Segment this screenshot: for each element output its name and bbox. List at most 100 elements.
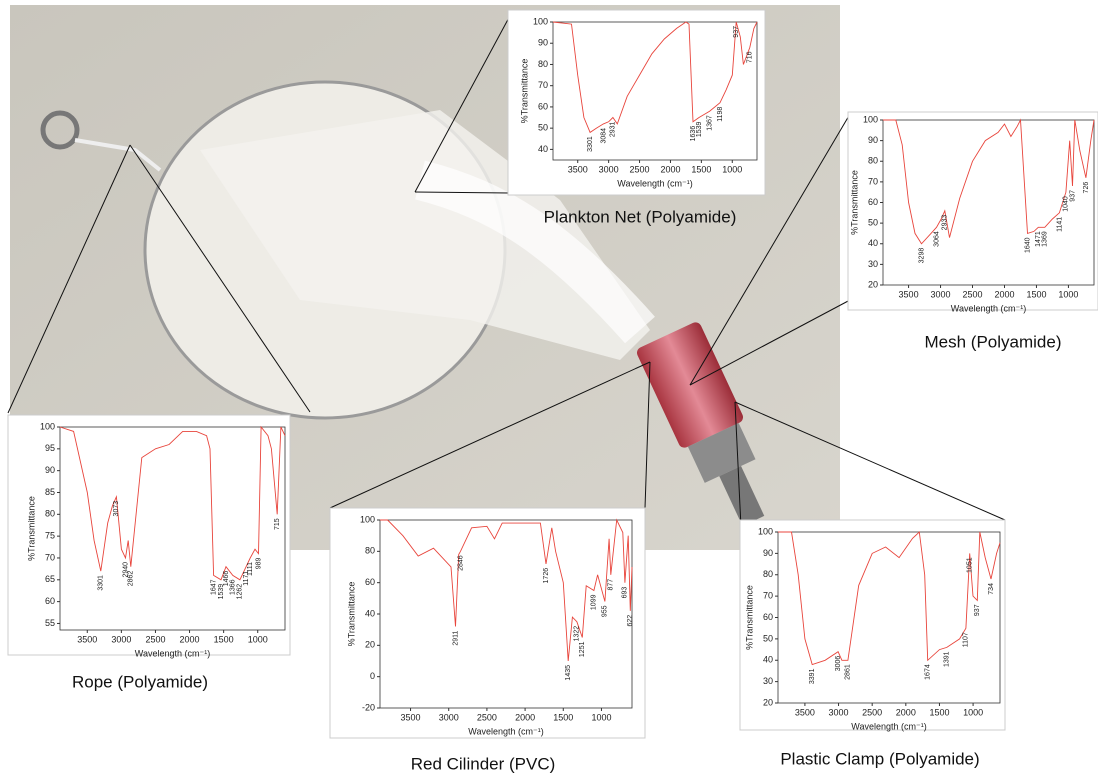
spectrum-line xyxy=(552,21,758,134)
x-tick-label: 1500 xyxy=(691,164,711,174)
y-tick-label: 100 xyxy=(40,421,55,431)
x-axis-label: Wavelength (cm⁻¹) xyxy=(468,726,543,736)
spectrum-line xyxy=(883,118,1095,245)
y-tick-label: 90 xyxy=(868,135,878,145)
peak-label: 1647 xyxy=(210,579,217,595)
y-tick-label: 20 xyxy=(763,697,773,707)
x-tick-label: 1500 xyxy=(553,712,573,722)
x-tick-label: 1000 xyxy=(722,164,742,174)
peak-label: 1674 xyxy=(925,664,932,680)
x-tick-label: 3500 xyxy=(899,289,919,299)
panel xyxy=(507,9,766,196)
spectrum-line xyxy=(380,518,633,662)
y-tick-label: 70 xyxy=(45,552,55,562)
y-tick-label: 75 xyxy=(45,531,55,541)
peak-label: 1435 xyxy=(565,665,572,681)
peak-label: 1636 xyxy=(690,126,697,142)
peak-label: 693 xyxy=(622,587,629,599)
x-tick-label: 3500 xyxy=(77,634,97,644)
x-tick-label: 1000 xyxy=(963,707,983,717)
peak-label: 1262 xyxy=(237,584,244,600)
y-tick-label: 50 xyxy=(763,633,773,643)
peak-label: 3064 xyxy=(933,231,940,247)
x-tick-label: 3500 xyxy=(795,707,815,717)
x-tick-label: 3000 xyxy=(931,289,951,299)
peak-label: 1539 xyxy=(696,121,703,137)
y-tick-label: 50 xyxy=(538,123,548,133)
y-axis-label: %Transmittance xyxy=(26,496,36,561)
peak-label: 3073 xyxy=(113,501,120,517)
peak-label: 1111 xyxy=(247,562,254,576)
plot-frame xyxy=(59,426,286,631)
peak-label: 1726 xyxy=(543,568,550,584)
peak-label: 955 xyxy=(602,605,609,617)
chart-title: Plastic Clamp (Polyamide) xyxy=(780,749,979,768)
y-axis-label: %Transmittance xyxy=(519,59,529,124)
x-tick-label: 2500 xyxy=(477,712,497,722)
panel xyxy=(7,414,291,656)
y-axis-label: %Transmittance xyxy=(849,170,859,235)
x-tick-label: 2000 xyxy=(994,289,1014,299)
y-axis-label: %Transmittance xyxy=(744,585,754,650)
panel xyxy=(739,519,1006,731)
peak-label: 937 xyxy=(974,604,981,616)
peak-label: 2862 xyxy=(128,571,135,587)
peak-label: 1391 xyxy=(944,651,951,667)
y-tick-label: 90 xyxy=(763,548,773,558)
y-tick-label: 65 xyxy=(45,574,55,584)
y-tick-label: 60 xyxy=(763,612,773,622)
peak-label: 1322 xyxy=(574,626,581,642)
peak-label: 1107 xyxy=(963,632,970,647)
y-tick-label: 70 xyxy=(763,591,773,601)
x-tick-label: 1000 xyxy=(591,712,611,722)
y-axis-label: %Transmittance xyxy=(346,582,356,647)
x-tick-label: 1500 xyxy=(214,634,234,644)
y-tick-label: 80 xyxy=(45,509,55,519)
peak-label: 1367 xyxy=(706,115,713,131)
peak-label: 1099 xyxy=(591,594,598,610)
y-tick-label: 80 xyxy=(365,546,375,556)
peak-label: 1040 xyxy=(1063,196,1070,212)
x-tick-label: 2500 xyxy=(630,164,650,174)
peak-label: 1171 xyxy=(243,571,250,586)
y-tick-label: 40 xyxy=(868,238,878,248)
x-tick-label: 2000 xyxy=(896,707,916,717)
x-axis-label: Wavelength (cm⁻¹) xyxy=(135,648,210,658)
y-tick-label: 30 xyxy=(763,676,773,686)
peak-label: 1466 xyxy=(223,571,230,587)
x-tick-label: 2500 xyxy=(962,289,982,299)
peak-label: 1141 xyxy=(1056,217,1063,232)
x-tick-label: 1500 xyxy=(1026,289,1046,299)
x-tick-label: 1500 xyxy=(929,707,949,717)
peak-label: 1198 xyxy=(717,107,724,122)
peak-label: 877 xyxy=(608,579,615,591)
peak-label: 3301 xyxy=(587,136,594,152)
x-tick-label: 3000 xyxy=(111,634,131,644)
x-tick-label: 1000 xyxy=(1058,289,1078,299)
x-axis-label: Wavelength (cm⁻¹) xyxy=(851,721,926,731)
x-axis-label: Wavelength (cm⁻¹) xyxy=(617,178,692,188)
y-tick-label: 0 xyxy=(370,671,375,681)
y-tick-label: 50 xyxy=(868,218,878,228)
peak-label: 734 xyxy=(988,583,995,595)
x-tick-label: 3000 xyxy=(829,707,849,717)
y-tick-label: 60 xyxy=(538,101,548,111)
x-tick-label: 3000 xyxy=(439,712,459,722)
panel xyxy=(329,507,646,739)
x-tick-label: 1000 xyxy=(248,634,268,644)
y-tick-label: 40 xyxy=(538,144,548,154)
peak-label: 716 xyxy=(747,51,754,63)
chart-title: Mesh (Polyamide) xyxy=(925,332,1062,351)
peak-label: 3298 xyxy=(918,248,925,264)
peak-label: 1366 xyxy=(230,579,237,595)
peak-label: 1539 xyxy=(218,584,225,600)
spectrum-line xyxy=(59,425,286,581)
peak-label: 2931 xyxy=(610,121,617,137)
y-tick-label: 90 xyxy=(538,38,548,48)
y-tick-label: 70 xyxy=(538,80,548,90)
chart-title: Red Cilinder (PVC) xyxy=(411,754,556,773)
y-tick-label: 80 xyxy=(763,569,773,579)
y-tick-label: 20 xyxy=(365,640,375,650)
x-tick-label: 3500 xyxy=(568,164,588,174)
